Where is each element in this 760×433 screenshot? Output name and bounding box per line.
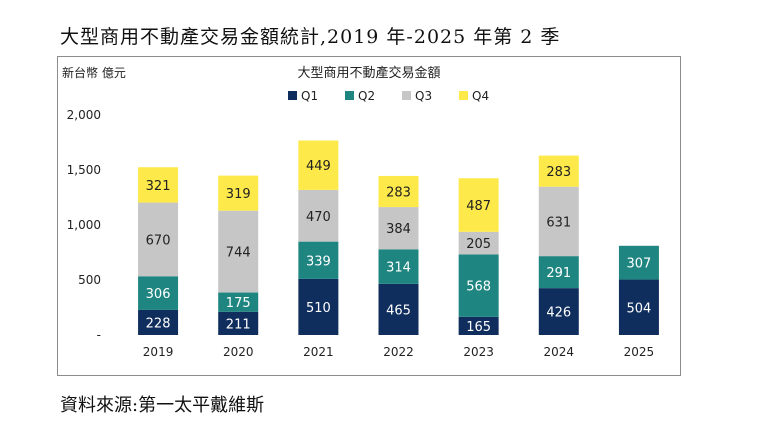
bar-2025-q2 bbox=[618, 245, 659, 280]
data-label-2024-q4: 283 bbox=[546, 165, 571, 180]
data-label-2019-q1: 228 bbox=[146, 316, 171, 331]
stacked-bar-chart: 新台幣 億元 大型商用不動產交易金額 Q1 Q2 Q3 Q4 - 500 1,000 1,500 2… bbox=[62, 65, 659, 359]
bar-2019-q1 bbox=[138, 309, 179, 335]
bar-2024-q3 bbox=[538, 186, 579, 257]
legend-swatch-q1 bbox=[288, 91, 297, 100]
data-label-2020-q4: 319 bbox=[226, 187, 251, 202]
data-label-2020-q1: 211 bbox=[226, 317, 251, 332]
data-label-2023-q2: 568 bbox=[466, 280, 491, 295]
x-tick-label: 2023 bbox=[463, 345, 494, 359]
data-label-2020-q3: 744 bbox=[226, 246, 251, 261]
data-label-2021-q2: 339 bbox=[306, 254, 331, 269]
bar-2021-q2 bbox=[298, 241, 339, 279]
bar-2020-q4 bbox=[218, 175, 259, 211]
data-label-2022-q1: 465 bbox=[386, 303, 411, 318]
y-tick-label: 500 bbox=[78, 273, 101, 287]
data-label-2023-q1: 165 bbox=[466, 320, 491, 335]
bar-2022-q3 bbox=[378, 207, 419, 250]
legend-swatch-q3 bbox=[402, 91, 411, 100]
bar-2019-q3 bbox=[138, 202, 179, 277]
x-tick-label: 2025 bbox=[624, 345, 655, 359]
data-label-2025-q1: 504 bbox=[627, 301, 652, 316]
data-label-2020-q2: 175 bbox=[226, 296, 251, 311]
y-tick-label: 1,500 bbox=[67, 163, 101, 177]
page-title: 大型商用不動產交易金額統計,2019 年-2025 年第 2 季 bbox=[60, 26, 561, 48]
y-axis-label: 新台幣 億元 bbox=[62, 65, 126, 80]
legend-label-q2: Q2 bbox=[358, 89, 375, 103]
chart-title: 大型商用不動產交易金額 bbox=[297, 65, 440, 81]
bar-2023-q2 bbox=[458, 254, 499, 317]
bar-2024-q2 bbox=[538, 256, 579, 289]
data-label-2025-q2: 307 bbox=[627, 257, 652, 272]
y-tick-label: - bbox=[97, 328, 101, 342]
bar-2020-q3 bbox=[218, 210, 259, 293]
bar-2020-q2 bbox=[218, 292, 259, 312]
data-label-2019-q4: 321 bbox=[146, 179, 171, 194]
x-tick-label: 2024 bbox=[544, 345, 575, 359]
data-label-2024-q1: 426 bbox=[546, 306, 571, 321]
x-tick-label: 2022 bbox=[383, 345, 414, 359]
legend-label-q1: Q1 bbox=[301, 89, 318, 103]
bar-2021-q3 bbox=[298, 189, 339, 242]
data-label-2021-q4: 449 bbox=[306, 159, 331, 174]
bar-2023-q4 bbox=[458, 178, 499, 232]
bar-2021-q4 bbox=[298, 140, 339, 190]
x-tick-label: 2020 bbox=[223, 345, 254, 359]
bar-2019-q2 bbox=[138, 276, 179, 310]
bar-2023-q1 bbox=[458, 316, 499, 335]
y-tick-label: 2,000 bbox=[67, 108, 101, 122]
bar-2024-q4 bbox=[538, 155, 579, 187]
chart-frame: 新台幣 億元 大型商用不動產交易金額 Q1 Q2 Q3 Q4 - 500 1,000 1,500 2… bbox=[57, 56, 681, 376]
legend-swatch-q2 bbox=[345, 91, 354, 100]
y-tick-label: 1,000 bbox=[67, 218, 101, 232]
legend-swatch-q4 bbox=[459, 91, 468, 100]
data-label-2024-q3: 631 bbox=[546, 215, 571, 230]
legend-label-q4: Q4 bbox=[472, 89, 489, 103]
data-label-2023-q3: 205 bbox=[466, 237, 491, 252]
bar-2022-q2 bbox=[378, 249, 419, 284]
legend-label-q3: Q3 bbox=[415, 89, 432, 103]
bar-2025-q1 bbox=[618, 279, 659, 335]
bar-2022-q1 bbox=[378, 283, 419, 335]
bar-2024-q1 bbox=[538, 288, 579, 335]
source-note: 資料來源:第一太平戴維斯 bbox=[60, 395, 265, 416]
bar-2020-q1 bbox=[218, 311, 259, 335]
data-label-2021-q3: 470 bbox=[306, 210, 331, 225]
data-label-2021-q1: 510 bbox=[306, 301, 331, 316]
data-label-2019-q2: 306 bbox=[146, 287, 171, 302]
data-label-2019-q3: 670 bbox=[146, 233, 171, 248]
data-label-2022-q4: 283 bbox=[386, 186, 411, 201]
bar-2023-q3 bbox=[458, 231, 499, 255]
bar-2022-q4 bbox=[378, 175, 419, 208]
data-label-2022-q3: 384 bbox=[386, 222, 411, 237]
data-label-2024-q2: 291 bbox=[546, 266, 571, 281]
data-label-2023-q4: 487 bbox=[466, 199, 491, 214]
bar-2019-q4 bbox=[138, 167, 179, 203]
bar-2021-q1 bbox=[298, 278, 339, 335]
x-tick-label: 2021 bbox=[303, 345, 334, 359]
data-label-2022-q2: 314 bbox=[386, 261, 411, 276]
x-tick-label: 2019 bbox=[143, 345, 174, 359]
